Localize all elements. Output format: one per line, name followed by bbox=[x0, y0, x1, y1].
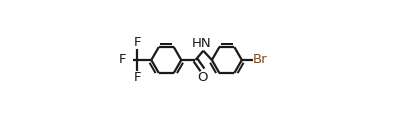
Text: O: O bbox=[197, 72, 208, 84]
Text: F: F bbox=[118, 54, 126, 66]
Text: HN: HN bbox=[192, 37, 212, 50]
Text: Br: Br bbox=[253, 54, 268, 66]
Text: F: F bbox=[133, 36, 141, 49]
Text: F: F bbox=[133, 71, 141, 84]
